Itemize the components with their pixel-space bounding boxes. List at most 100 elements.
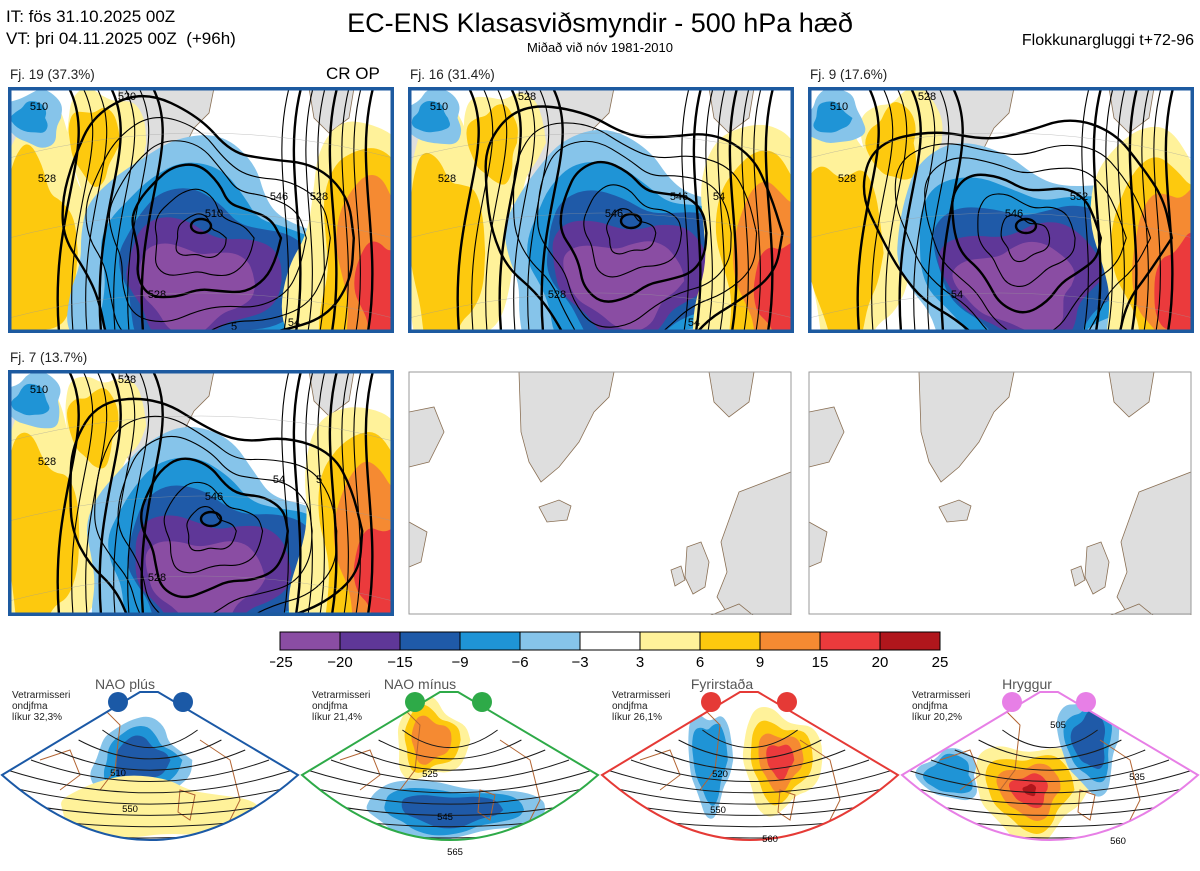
land-iberia bbox=[1110, 603, 1154, 615]
contour-label: 54 bbox=[288, 317, 300, 329]
regime-coastline bbox=[477, 789, 496, 821]
colorbar-swatch bbox=[699, 631, 761, 651]
contour-east bbox=[317, 88, 326, 332]
land-ireland bbox=[1070, 565, 1086, 587]
regime-info-line: líkur 20,2% bbox=[912, 712, 963, 723]
colorbar-swatch bbox=[519, 631, 581, 651]
contour-label: 5 bbox=[316, 474, 322, 486]
colorbar-swatch bbox=[279, 631, 341, 651]
cr-op-label: CR OP bbox=[326, 64, 380, 83]
regime-contour bbox=[78, 739, 222, 760]
regime-contour-label: 550 bbox=[710, 805, 726, 816]
contour-west bbox=[498, 88, 522, 332]
graticule-line bbox=[409, 292, 793, 319]
land-iceland bbox=[538, 499, 572, 523]
graticule-line bbox=[809, 212, 1193, 239]
graticule-line bbox=[9, 495, 393, 522]
regime-coastline bbox=[199, 739, 246, 840]
regime-contours bbox=[302, 729, 598, 840]
regime-info: Vetrarmisseri ondjfma líkur 21,4% bbox=[312, 690, 370, 723]
regime-indicator-dot bbox=[173, 692, 193, 712]
anom-m20 bbox=[139, 243, 256, 332]
regime-outline bbox=[0, 691, 300, 841]
anom-6 bbox=[9, 144, 78, 332]
colorbar-tick: 6 bbox=[696, 654, 704, 671]
regime-info: Vetrarmisseri ondjfma líkur 26,1% bbox=[612, 690, 670, 723]
contour-west bbox=[527, 88, 550, 332]
regime-coastline bbox=[939, 749, 981, 791]
cluster-svg: 510 528 528 546 54 552 bbox=[808, 87, 1194, 333]
colorbar-svg: −25 −20 −15 −9 −6 −3 3 6 9 15 20 25 bbox=[267, 631, 948, 671]
contour-west bbox=[485, 88, 508, 332]
cluster-map-2: 510 528 528 546 528 546 54 54 bbox=[408, 87, 794, 333]
regime-anomaly bbox=[61, 775, 263, 840]
contour-east bbox=[692, 88, 703, 332]
regime-indicator-dot bbox=[1076, 692, 1096, 712]
cluster-map-4: 510 528 528 546 528 54 5 bbox=[8, 370, 394, 616]
regime-indicator-dot bbox=[701, 692, 721, 712]
regime-contour bbox=[702, 729, 798, 748]
graticule-line bbox=[9, 212, 393, 239]
contours bbox=[856, 88, 1175, 332]
anom-6b bbox=[66, 388, 119, 469]
contour-west bbox=[927, 88, 950, 332]
contour-label: 510 bbox=[205, 208, 223, 220]
regime-info-line: Vetrarmisseri bbox=[912, 690, 971, 701]
low-center bbox=[619, 212, 643, 230]
graticule bbox=[9, 415, 393, 602]
colorbar-swatch bbox=[639, 631, 701, 651]
land-greenland bbox=[518, 371, 615, 483]
chart-subtitle: Miðað við nóv 1981-2010 bbox=[527, 40, 673, 55]
contour-west bbox=[113, 88, 136, 332]
cluster-label-1: Fj. 19 (37.3%) bbox=[10, 67, 95, 82]
graticule-line bbox=[809, 132, 1193, 159]
graticule-line bbox=[809, 292, 1193, 319]
regime-contour bbox=[907, 769, 1193, 794]
contour-ring bbox=[131, 163, 283, 299]
contour-west bbox=[871, 88, 894, 332]
contour-east bbox=[741, 88, 750, 332]
regime-coastline bbox=[1099, 739, 1146, 840]
regime-anomaly bbox=[1070, 710, 1106, 770]
colorbar-swatch bbox=[759, 631, 821, 651]
regime-coastline bbox=[799, 739, 846, 840]
contour-west bbox=[71, 88, 94, 332]
regime-info-line: ondjfma bbox=[912, 701, 948, 712]
contour-west bbox=[140, 88, 164, 332]
contour-ring bbox=[1000, 214, 1051, 263]
colorbar-swatch bbox=[399, 631, 461, 651]
anom-m20 bbox=[563, 241, 685, 332]
contour-ring bbox=[175, 213, 227, 259]
regime-contour bbox=[902, 799, 1198, 828]
empty-map-5 bbox=[408, 371, 792, 615]
contour-east bbox=[281, 88, 290, 332]
map-body: 510 528 528 546 528 546 54 54 bbox=[409, 88, 793, 332]
regime-info: Vetrarmisseri ondjfma líkur 20,2% bbox=[912, 690, 970, 723]
regime-title: Fyrirstaða bbox=[690, 676, 754, 692]
contour-label: 510 bbox=[30, 384, 48, 396]
low-center bbox=[189, 217, 213, 235]
land-ireland bbox=[670, 565, 686, 587]
regime-info-line: líkur 32,3% bbox=[12, 712, 63, 723]
contour-east bbox=[341, 88, 350, 332]
contour-label: 528 bbox=[518, 91, 536, 103]
land-iberia bbox=[710, 603, 754, 615]
contour-label: 510 bbox=[830, 101, 848, 113]
contour-label: 528 bbox=[310, 191, 328, 203]
contour-ring bbox=[108, 140, 307, 323]
contour-ring bbox=[559, 160, 708, 303]
cluster-map-3: 510 528 528 546 54 552 bbox=[808, 87, 1194, 333]
contour-east bbox=[305, 371, 314, 615]
panel-frame bbox=[8, 87, 394, 333]
contour-east bbox=[364, 371, 375, 615]
contour-ring bbox=[894, 143, 1152, 332]
colorbar-tick: 20 bbox=[872, 654, 889, 671]
regime-anomaly bbox=[692, 723, 728, 806]
contour-east bbox=[341, 371, 350, 615]
regime-svg: 525 545 565 bbox=[300, 691, 600, 858]
regime-contour-label: 560 bbox=[1110, 836, 1126, 847]
contour-east bbox=[364, 88, 375, 332]
contour-east bbox=[353, 371, 362, 615]
contour-east bbox=[1153, 88, 1162, 332]
colorbar-tick: −25 bbox=[270, 654, 293, 671]
